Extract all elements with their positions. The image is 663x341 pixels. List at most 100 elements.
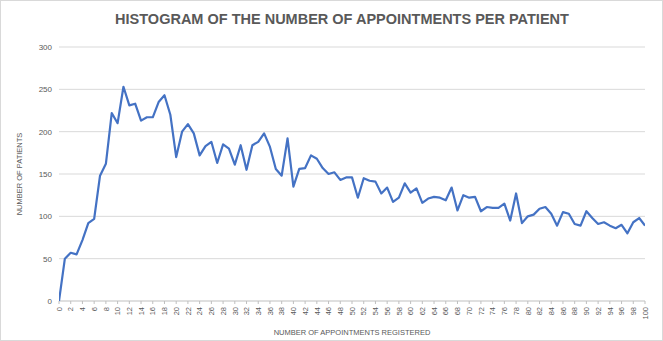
x-tick: [246, 301, 247, 304]
x-tick-label: 54: [371, 307, 380, 315]
x-tick-label: 68: [453, 307, 462, 315]
x-tick: [422, 301, 423, 304]
x-tick-label: 18: [160, 307, 169, 315]
x-tick-label: 32: [242, 307, 251, 315]
x-tick-label: 4: [78, 307, 87, 311]
x-tick: [574, 301, 575, 304]
x-tick: [316, 301, 317, 304]
x-tick-label: 12: [125, 307, 134, 315]
x-tick: [82, 301, 83, 304]
x-tick-label: 40: [289, 307, 298, 315]
x-tick: [340, 301, 341, 304]
x-tick-label: 0: [55, 307, 64, 311]
x-tick-label: 52: [359, 307, 368, 315]
x-tick: [598, 301, 599, 304]
y-tick-label: 250: [39, 85, 53, 94]
plot-area: [59, 87, 645, 301]
x-tick: [269, 301, 270, 304]
x-tick-label: 96: [617, 307, 626, 315]
x-tick: [609, 301, 610, 304]
x-tick: [59, 301, 60, 304]
x-tick: [293, 301, 294, 304]
x-axis-title: NUMBER OF APPOINTMENTS REGISTERED: [274, 328, 431, 337]
title: HISTOGRAM OF THE NUMBER OF APPOINTMENTS …: [115, 11, 569, 27]
x-tick: [352, 301, 353, 304]
x-tick: [141, 301, 142, 304]
x-tick-label: 34: [254, 307, 263, 315]
x-tick: [480, 301, 481, 304]
x-tick: [164, 301, 165, 304]
x-tick-label: 58: [395, 307, 404, 315]
x-tick: [562, 301, 563, 304]
y-tick-label: 200: [39, 128, 53, 137]
x-tick-label: 48: [336, 307, 345, 315]
x-tick-label: 6: [90, 307, 99, 311]
x-tick-label: 66: [441, 307, 450, 315]
x-tick: [645, 301, 646, 304]
x-tick-label: 10: [113, 307, 122, 315]
x-tick: [633, 301, 634, 304]
x-tick: [328, 301, 329, 304]
x-tick: [469, 301, 470, 304]
x-tick: [258, 301, 259, 304]
x-tick-label: 16: [148, 307, 157, 315]
y-axis-title: NUMBER OF PATIENTS: [15, 133, 24, 216]
x-tick-label: 62: [418, 307, 427, 315]
x-tick: [527, 301, 528, 304]
x-tick: [199, 301, 200, 304]
x-tick: [363, 301, 364, 304]
x-tick-label: 86: [559, 307, 568, 315]
x-tick-label: 82: [535, 307, 544, 315]
grid-line: [59, 131, 645, 132]
data-line: [59, 87, 645, 301]
y-tick-label: 0: [48, 297, 53, 306]
x-tick: [586, 301, 587, 304]
x-tick-label: 72: [477, 307, 486, 315]
chart: HISTOGRAM OF THE NUMBER OF APPOINTMENTS …: [0, 0, 663, 341]
x-tick: [434, 301, 435, 304]
x-tick-label: 92: [594, 307, 603, 315]
x-tick-label: 50: [348, 307, 357, 315]
x-tick: [410, 301, 411, 304]
x-tick-label: 78: [512, 307, 521, 315]
grid-line: [59, 216, 645, 217]
x-tick: [621, 301, 622, 304]
x-tick: [305, 301, 306, 304]
x-tick: [539, 301, 540, 304]
x-tick-label: 60: [406, 307, 415, 315]
x-tick-label: 42: [301, 307, 310, 315]
x-tick: [281, 301, 282, 304]
x-tick-label: 70: [465, 307, 474, 315]
chart-border: [1, 1, 663, 341]
x-tick-label: 84: [547, 307, 556, 315]
x-tick-label: 30: [231, 307, 240, 315]
grid-line: [59, 89, 645, 90]
x-tick-label: 14: [137, 307, 146, 315]
x-tick: [152, 301, 153, 304]
x-tick: [70, 301, 71, 304]
x-tick: [129, 301, 130, 304]
x-tick-label: 64: [430, 307, 439, 315]
x-tick-label: 56: [383, 307, 392, 315]
x-tick: [105, 301, 106, 304]
x-tick: [117, 301, 118, 304]
x-tick: [551, 301, 552, 304]
x-tick: [223, 301, 224, 304]
grid-line: [59, 47, 645, 48]
x-tick-label: 90: [582, 307, 591, 315]
x-tick: [187, 301, 188, 304]
x-tick-label: 2: [66, 307, 75, 311]
grid-line: [59, 258, 645, 259]
y-tick-label: 100: [39, 212, 53, 221]
x-tick-label: 74: [488, 307, 497, 315]
grid-line: [59, 174, 645, 175]
x-tick-label: 98: [629, 307, 638, 315]
x-tick-label: 36: [266, 307, 275, 315]
x-tick: [445, 301, 446, 304]
x-tick-label: 94: [606, 307, 615, 315]
x-tick: [504, 301, 505, 304]
x-tick-label: 100: [641, 307, 650, 320]
x-tick-label: 22: [184, 307, 193, 315]
y-tick-label: 150: [39, 170, 53, 179]
x-tick: [516, 301, 517, 304]
